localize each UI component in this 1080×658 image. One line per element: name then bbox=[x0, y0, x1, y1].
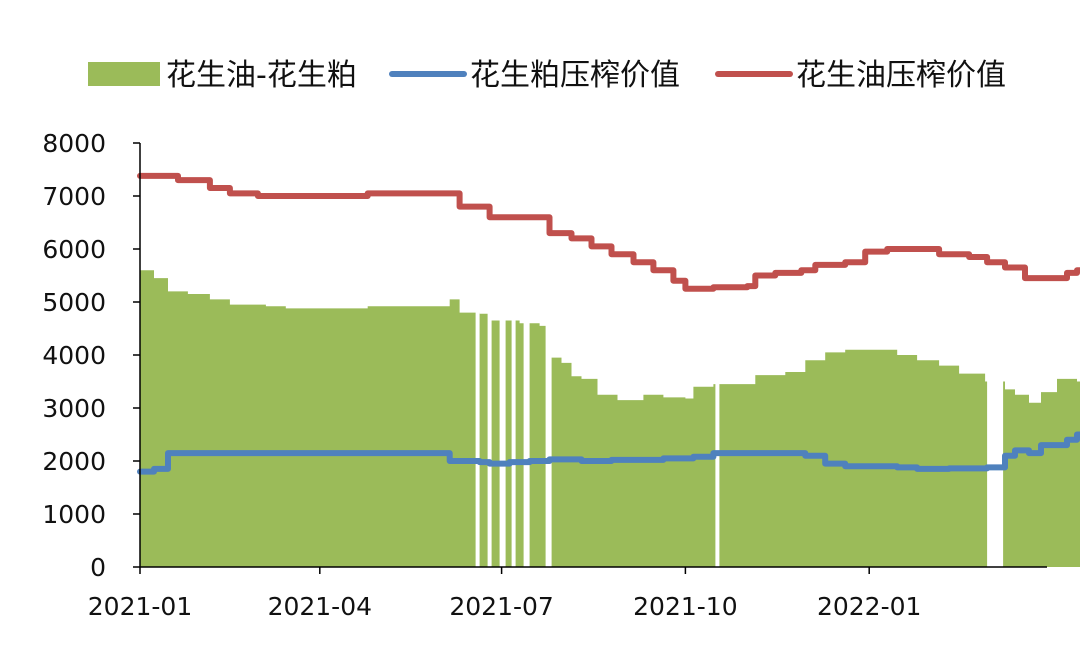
x-tick-label-0: 2021-01 bbox=[88, 592, 192, 621]
area-gap-7 bbox=[987, 138, 1004, 567]
legend-label-2: 花生油压榨价值 bbox=[796, 58, 1006, 93]
y-tick-label-8: 8000 bbox=[42, 129, 106, 158]
area-gap-6 bbox=[715, 138, 720, 567]
area-series-0 bbox=[140, 270, 1080, 567]
legend-label-1: 花生粕压榨价值 bbox=[470, 58, 680, 93]
x-tick-label-1: 2021-04 bbox=[268, 592, 372, 621]
y-tick-label-6: 6000 bbox=[42, 235, 106, 264]
y-tick-label-1: 1000 bbox=[42, 500, 106, 529]
legend: 花生油-花生粕 花生粕压榨价值 花生油压榨价值 bbox=[88, 58, 1006, 93]
area-gap-2 bbox=[499, 138, 506, 567]
legend-swatch-0 bbox=[88, 62, 160, 86]
line-series-1 bbox=[137, 431, 1080, 475]
line-layer bbox=[137, 172, 1080, 475]
area-gap-3 bbox=[511, 138, 516, 567]
x-tick-label-3: 2021-10 bbox=[633, 592, 737, 621]
area-gap-1 bbox=[487, 138, 492, 567]
x-tick-label-2: 2021-07 bbox=[449, 592, 553, 621]
x-tick-label-4: 2022-01 bbox=[817, 592, 921, 621]
y-tick-label-3: 3000 bbox=[42, 394, 106, 423]
area-layer bbox=[140, 270, 1080, 567]
line-series-2 bbox=[137, 172, 1080, 292]
area-gap-5 bbox=[545, 138, 552, 567]
axes: 0 1000 2000 3000 4000 5000 6000 7000 8000 2021-01… bbox=[42, 129, 1047, 621]
legend-label-0: 花生油-花生粕 bbox=[166, 58, 357, 93]
gap-layer bbox=[475, 138, 1004, 567]
y-tick-label-0: 0 bbox=[90, 553, 106, 582]
area-gap-4 bbox=[523, 138, 530, 567]
y-tick-label-7: 7000 bbox=[42, 182, 106, 211]
y-tick-label-4: 4000 bbox=[42, 341, 106, 370]
area-gap-0 bbox=[475, 138, 480, 567]
y-tick-label-5: 5000 bbox=[42, 288, 106, 317]
y-tick-label-2: 2000 bbox=[42, 447, 106, 476]
